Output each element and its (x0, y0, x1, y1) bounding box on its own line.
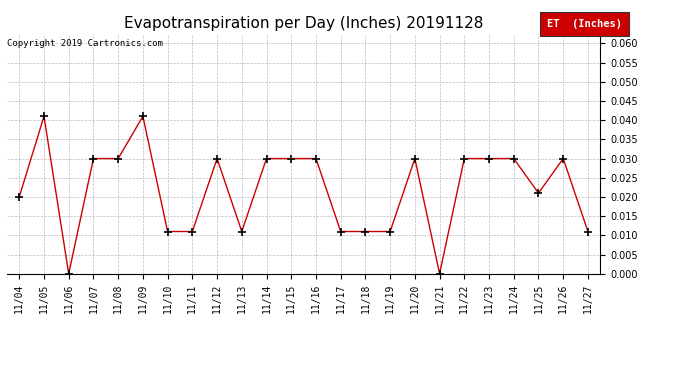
Title: Evapotranspiration per Day (Inches) 20191128: Evapotranspiration per Day (Inches) 2019… (124, 16, 483, 31)
Text: ET  (Inches): ET (Inches) (547, 19, 622, 29)
Text: Copyright 2019 Cartronics.com: Copyright 2019 Cartronics.com (7, 39, 163, 48)
